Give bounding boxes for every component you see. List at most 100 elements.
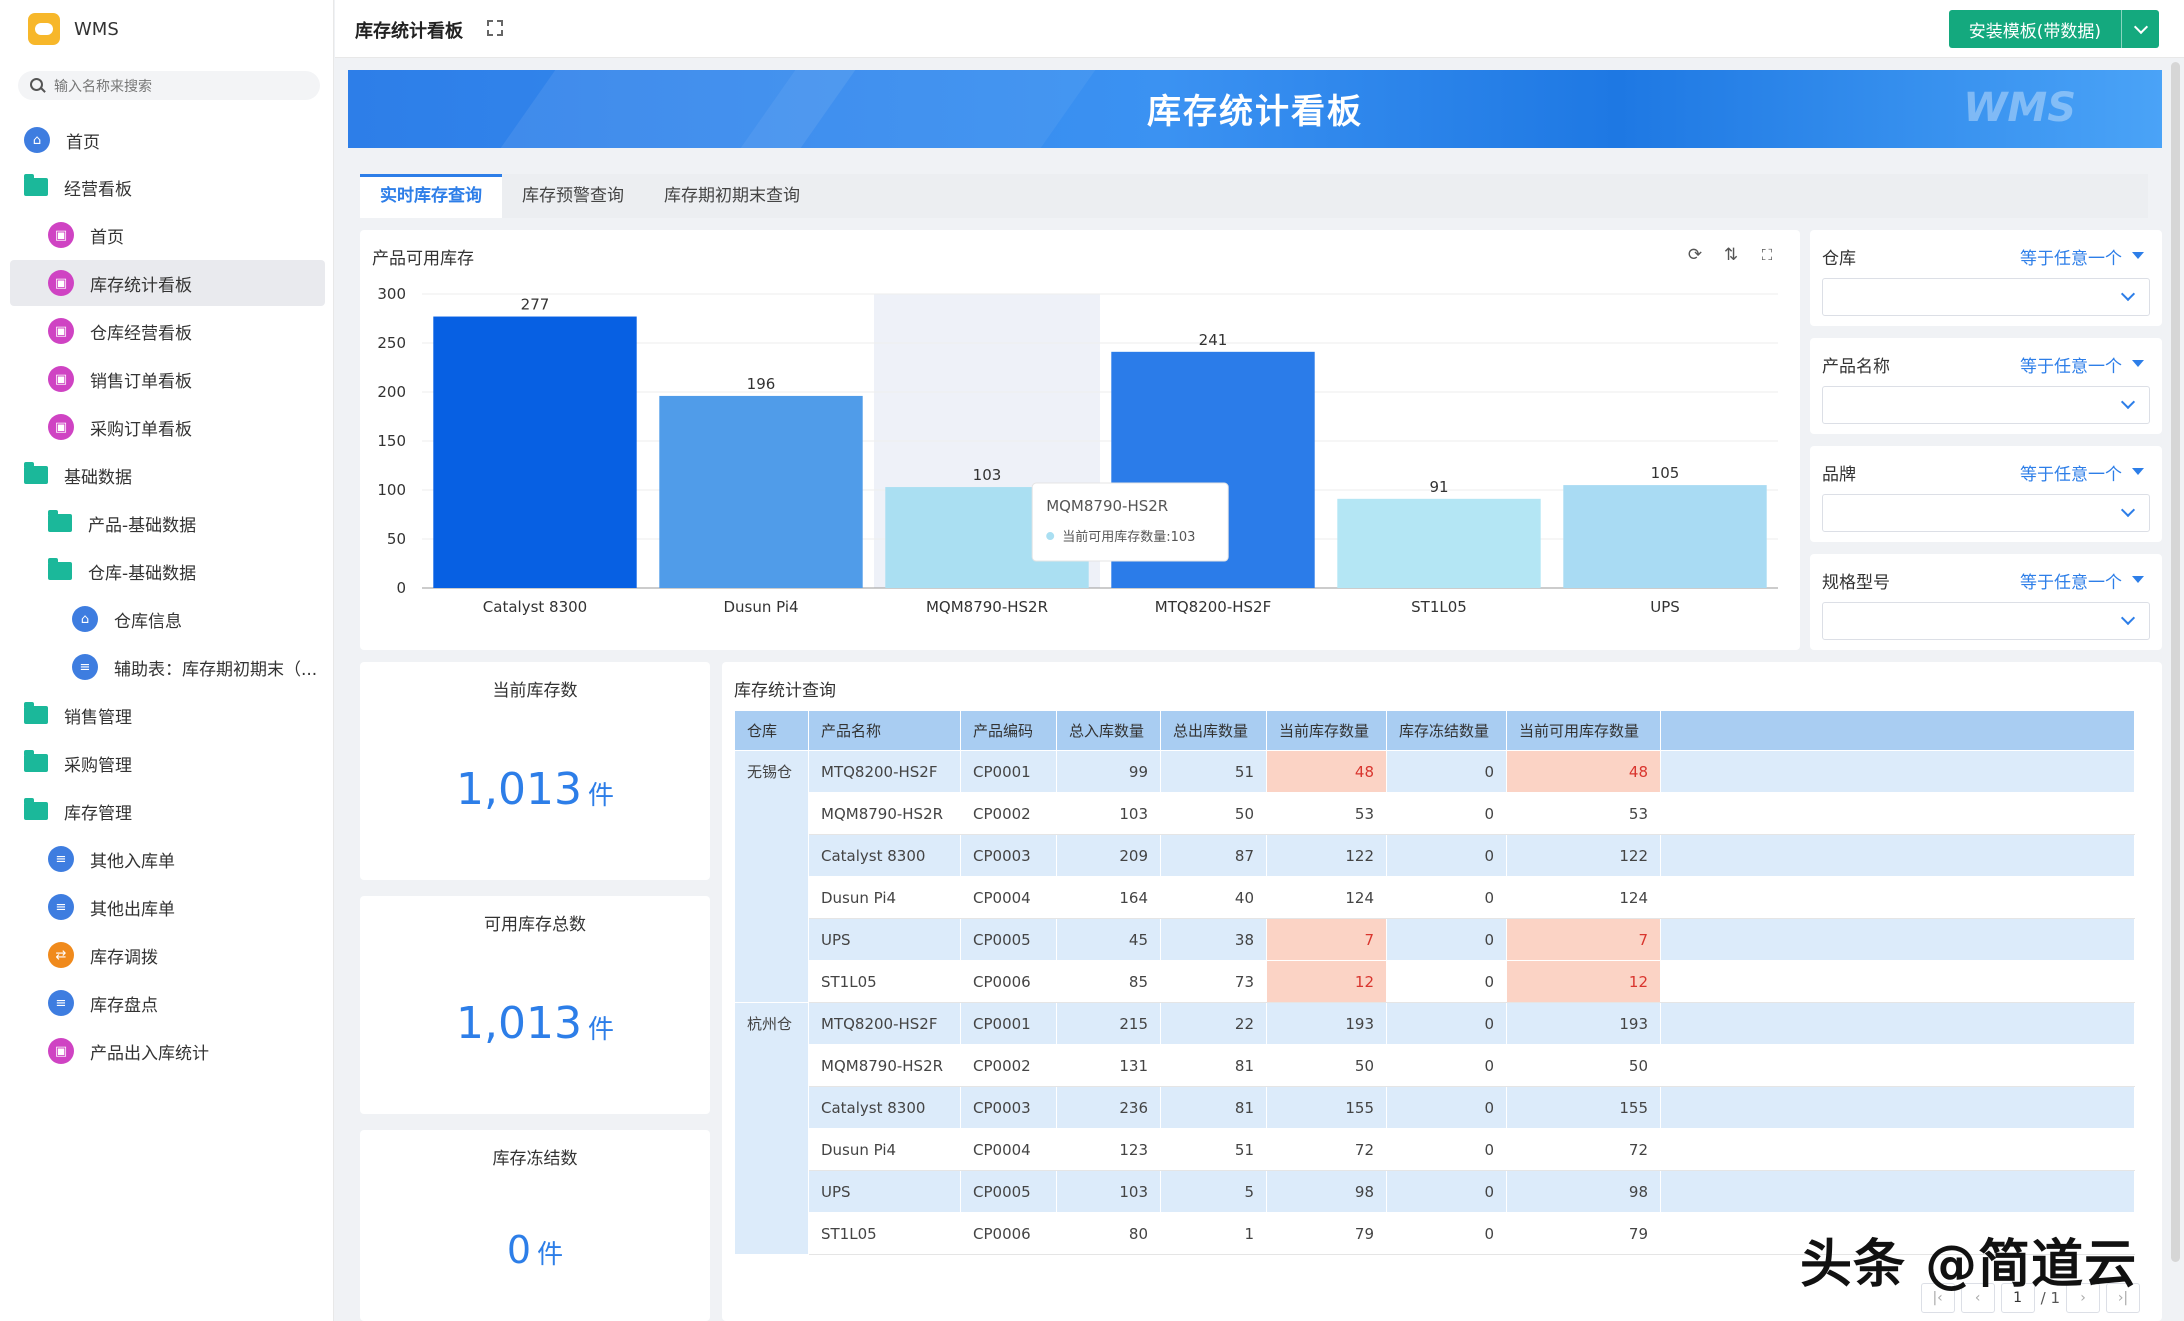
sidebar-item-18[interactable]: ≡ 库存盘点 — [10, 980, 325, 1026]
x-tick-label: MTQ8200-HS2F — [1155, 598, 1271, 616]
tooltip-marker — [1046, 532, 1055, 541]
filter-operator[interactable]: 等于任意一个 — [2020, 357, 2122, 377]
table-cell-code: CP0006 — [960, 1212, 1057, 1255]
table-cell-available: 50 — [1506, 1044, 1661, 1087]
folder-icon — [24, 174, 48, 196]
caret-down-icon[interactable] — [2132, 252, 2144, 259]
sidebar-item-9[interactable]: 仓库-基础数据 — [10, 548, 325, 594]
table-cell-frozen: 0 — [1386, 1128, 1507, 1171]
table-row[interactable]: Dusun Pi4 CP0004 164 40 124 0 124 — [735, 876, 2135, 919]
chevron-down-icon — [2120, 394, 2136, 410]
sidebar-item-1[interactable]: 经营看板 — [10, 164, 325, 210]
dashboard-icon: ▣ — [48, 414, 74, 440]
filter-select[interactable] — [1822, 386, 2150, 424]
last-page-button[interactable]: ›| — [2106, 1283, 2140, 1313]
sidebar-item-7[interactable]: 基础数据 — [10, 452, 325, 498]
table-cell-current: 79 — [1266, 1212, 1387, 1255]
sidebar-item-16[interactable]: ≡ 其他出库单 — [10, 884, 325, 930]
tab-realtime-stock[interactable]: 实时库存查询 — [360, 174, 502, 218]
filter-operator[interactable]: 等于任意一个 — [2020, 465, 2122, 485]
y-tick-label: 150 — [377, 432, 406, 450]
sidebar-item-17[interactable]: ⇄ 库存调拨 — [10, 932, 325, 978]
home-icon: ⌂ — [24, 127, 50, 153]
chevron-down-icon[interactable] — [2121, 10, 2159, 48]
table-cell-current: 72 — [1266, 1128, 1387, 1171]
sidebar-item-0[interactable]: ⌂ 首页 — [10, 117, 325, 163]
column-header[interactable]: 产品名称 — [808, 710, 961, 751]
filter-operator[interactable]: 等于任意一个 — [2020, 573, 2122, 593]
filter-select[interactable] — [1822, 494, 2150, 532]
column-header[interactable]: 当前库存数量 — [1266, 710, 1387, 751]
sidebar-item-8[interactable]: 产品-基础数据 — [10, 500, 325, 546]
table-cell-current: 124 — [1266, 876, 1387, 919]
table-row[interactable]: ST1L05 CP0006 80 1 79 0 79 — [735, 1212, 2135, 1255]
tab-stock-warning[interactable]: 库存预警查询 — [522, 186, 624, 206]
sidebar-item-10[interactable]: ⌂ 仓库信息 — [10, 596, 325, 642]
table-row[interactable]: Dusun Pi4 CP0004 123 51 72 0 72 — [735, 1128, 2135, 1171]
table-row[interactable]: ST1L05 CP0006 85 73 12 0 12 — [735, 960, 2135, 1003]
prev-page-button[interactable]: ‹ — [1960, 1283, 1995, 1313]
sidebar-item-2[interactable]: ▣ 首页 — [10, 212, 325, 258]
table-row[interactable]: MQM8790-HS2R CP0002 103 50 53 0 53 — [735, 792, 2135, 835]
folder-icon — [24, 702, 48, 724]
column-header[interactable]: 当前可用库存数量 — [1506, 710, 1661, 751]
filter-select[interactable] — [1822, 602, 2150, 640]
tab-period-stock[interactable]: 库存期初期末查询 — [664, 186, 800, 206]
y-tick-label: 50 — [387, 530, 406, 548]
next-page-button[interactable]: › — [2066, 1283, 2100, 1313]
table-cell-frozen: 0 — [1386, 1086, 1507, 1129]
sidebar-item-6[interactable]: ▣ 采购订单看板 — [10, 404, 325, 450]
table-cell-name: Catalyst 8300 — [808, 834, 961, 877]
table-cell-filler — [1660, 918, 2135, 961]
table-row[interactable]: Catalyst 8300 CP0003 236 81 155 0 155 — [735, 1086, 2135, 1129]
table-cell-available: 122 — [1506, 834, 1661, 877]
sort-icon[interactable]: ⇅ — [1723, 245, 1739, 265]
caret-down-icon[interactable] — [2132, 360, 2144, 367]
table-row[interactable]: MQM8790-HS2R CP0002 131 81 50 0 50 — [735, 1044, 2135, 1087]
tooltip-text: 当前可用库存数量:103 — [1062, 529, 1195, 545]
filter-product-name: 产品名称 等于任意一个 — [1810, 338, 2162, 434]
refresh-icon[interactable]: ⟳ — [1687, 245, 1703, 265]
chart-panel: 0 50 100 150 200 250 300 277 Catalyst 8300 196 Dus… — [360, 230, 1800, 650]
table-cell-current: 98 — [1266, 1170, 1387, 1213]
caret-down-icon[interactable] — [2132, 468, 2144, 475]
filter-label: 品牌 — [1822, 465, 1856, 485]
page-scrollbar[interactable] — [2171, 62, 2180, 1262]
sidebar-item-14[interactable]: 库存管理 — [10, 788, 325, 834]
table-row[interactable]: UPS CP0005 45 38 7 0 7 — [735, 918, 2135, 961]
sidebar-item-11[interactable]: ≡ 辅助表：库存期初期末（... — [10, 644, 325, 690]
sidebar-item-4[interactable]: ▣ 仓库经营看板 — [10, 308, 325, 354]
column-header[interactable]: 产品编码 — [960, 710, 1057, 751]
sidebar-item-label: 销售管理 — [64, 707, 132, 728]
table-cell-filler — [1660, 1086, 2135, 1129]
table-row[interactable]: Catalyst 8300 CP0003 209 87 122 0 122 — [735, 834, 2135, 877]
table-cell-current: 155 — [1266, 1086, 1387, 1129]
table-row[interactable]: 杭州仓 MTQ8200-HS2F CP0001 215 22 193 0 193 — [734, 1002, 2135, 1255]
app-logo-row[interactable]: WMS — [28, 13, 119, 45]
table-row[interactable]: 无锡仓 MTQ8200-HS2F CP0001 99 51 48 0 48 — [734, 750, 2135, 1003]
install-template-button[interactable]: 安装模板(带数据) — [1948, 10, 2159, 48]
search-input[interactable]: 输入名称来搜索 — [18, 71, 320, 100]
table-cell-current: 48 — [1266, 750, 1387, 793]
first-page-button[interactable]: |‹ — [1920, 1283, 1955, 1313]
column-header[interactable]: 库存冻结数量 — [1386, 710, 1507, 751]
sidebar-item-13[interactable]: 采购管理 — [10, 740, 325, 786]
page-number-input[interactable]: 1 — [2000, 1283, 2035, 1313]
column-header[interactable]: 仓库 — [734, 710, 809, 751]
table-cell-available: 12 — [1506, 960, 1661, 1003]
table-row[interactable]: UPS CP0005 103 5 98 0 98 — [735, 1170, 2135, 1213]
form-icon: ≡ — [48, 894, 74, 920]
sidebar-item-19[interactable]: ▣ 产品出入库统计 — [10, 1028, 325, 1074]
sidebar-item-3[interactable]: ▣ 库存统计看板 — [10, 260, 325, 306]
filter-select[interactable] — [1822, 278, 2150, 316]
column-header[interactable]: 总入库数量 — [1056, 710, 1161, 751]
sidebar-item-15[interactable]: ≡ 其他入库单 — [10, 836, 325, 882]
column-header[interactable]: 总出库数量 — [1160, 710, 1267, 751]
sidebar-item-12[interactable]: 销售管理 — [10, 692, 325, 738]
caret-down-icon[interactable] — [2132, 576, 2144, 583]
sidebar-item-5[interactable]: ▣ 销售订单看板 — [10, 356, 325, 402]
fullscreen-icon[interactable] — [487, 20, 503, 36]
fullscreen-icon[interactable]: ⛶ — [1761, 246, 1773, 264]
filter-operator[interactable]: 等于任意一个 — [2020, 249, 2122, 269]
